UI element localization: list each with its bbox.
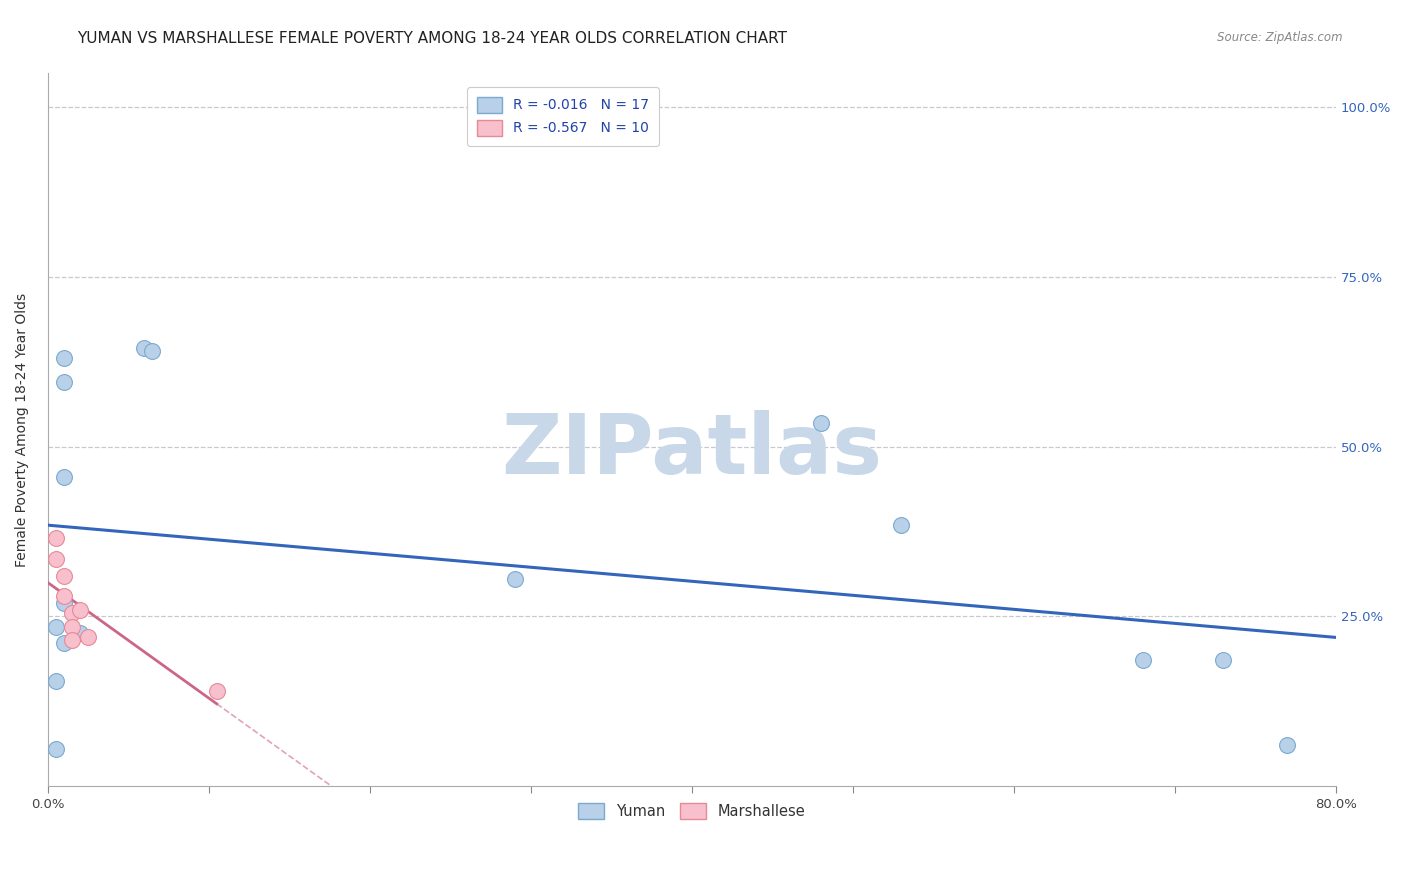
Point [134, 341, 156, 355]
Point [52, 636, 75, 650]
Point [77, 630, 100, 644]
Point [52, 351, 75, 366]
Point [205, 684, 228, 698]
Point [60, 606, 83, 620]
Point [1132, 653, 1154, 667]
Text: ZIPatlas: ZIPatlas [502, 410, 882, 491]
Point [810, 416, 832, 430]
Point [141, 344, 163, 359]
Point [890, 517, 912, 532]
Point [45, 531, 67, 545]
Text: YUMAN VS MARSHALLESE FEMALE POVERTY AMONG 18-24 YEAR OLDS CORRELATION CHART: YUMAN VS MARSHALLESE FEMALE POVERTY AMON… [77, 31, 787, 46]
Point [69, 626, 91, 640]
Point [60, 633, 83, 648]
Point [503, 572, 526, 586]
Y-axis label: Female Poverty Among 18-24 Year Olds: Female Poverty Among 18-24 Year Olds [15, 293, 30, 566]
Point [45, 673, 67, 688]
Point [60, 619, 83, 633]
Point [52, 375, 75, 389]
Point [52, 470, 75, 484]
Point [45, 619, 67, 633]
Point [45, 551, 67, 566]
Point [52, 568, 75, 582]
Text: Source: ZipAtlas.com: Source: ZipAtlas.com [1218, 31, 1343, 45]
Legend: Yuman, Marshallese: Yuman, Marshallese [572, 797, 811, 825]
Point [52, 596, 75, 610]
Point [52, 589, 75, 603]
Point [45, 741, 67, 756]
Point [69, 602, 91, 616]
Point [1212, 653, 1234, 667]
Point [1277, 739, 1299, 753]
